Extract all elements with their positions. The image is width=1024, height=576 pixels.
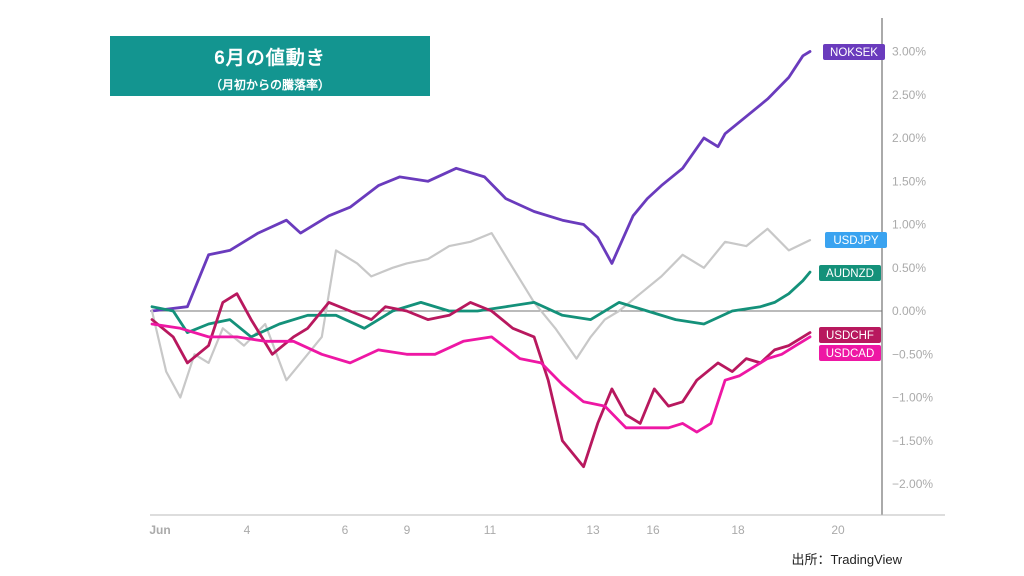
series-line-usdchf bbox=[150, 292, 812, 469]
y-tick-label: 3.00% bbox=[892, 45, 926, 59]
series-tag-noksek bbox=[823, 44, 885, 60]
x-tick-label: 11 bbox=[484, 523, 497, 537]
y-tick-label: −2.00% bbox=[892, 477, 933, 491]
y-tick-label: −0.50% bbox=[892, 347, 933, 361]
source-note: 出所：TradingView bbox=[791, 552, 902, 567]
y-tick-label: −1.50% bbox=[892, 434, 933, 448]
x-tick-label: 16 bbox=[646, 523, 660, 537]
series-tag-usdcad bbox=[819, 345, 881, 361]
series-label-usdchf: USDCHF bbox=[826, 330, 874, 342]
chart-subtitle: （月初からの騰落率） bbox=[209, 78, 330, 92]
x-tick-label: 9 bbox=[404, 523, 411, 537]
y-tick-label: 1.00% bbox=[892, 218, 926, 232]
x-tick-label: 20 bbox=[831, 523, 845, 537]
series-line-usdjpy bbox=[150, 227, 812, 399]
series-line-usdcad bbox=[150, 322, 812, 434]
x-tick-label: 13 bbox=[586, 523, 600, 537]
series-label-usdjpy: USDJPY bbox=[833, 235, 879, 247]
chart-title: 6月の値動き bbox=[214, 48, 326, 69]
series-line-audnzd bbox=[150, 270, 812, 339]
x-tick-label: 4 bbox=[244, 523, 251, 537]
y-tick-label: 2.50% bbox=[892, 88, 926, 102]
series-tag-usdjpy bbox=[825, 232, 887, 248]
series-label-usdcad: USDCAD bbox=[826, 348, 875, 360]
chart-title-box: 6月の値動き （月初からの騰落率） bbox=[110, 36, 430, 96]
x-tick-label: Jun bbox=[149, 523, 170, 537]
y-tick-label: 0.50% bbox=[892, 261, 926, 275]
series-tag-usdchf bbox=[819, 327, 881, 343]
series-label-audnzd: AUDNZD bbox=[826, 268, 874, 280]
series-tag-audnzd bbox=[819, 265, 881, 281]
x-tick-label: 6 bbox=[342, 523, 349, 537]
y-tick-label: 0.00% bbox=[892, 304, 926, 318]
series-line-noksek bbox=[150, 50, 812, 313]
y-tick-label: −1.00% bbox=[892, 391, 933, 405]
x-tick-label: 18 bbox=[731, 523, 745, 537]
series-label-noksek: NOKSEK bbox=[830, 47, 878, 59]
y-tick-label: 1.50% bbox=[892, 174, 926, 188]
y-tick-label: 2.00% bbox=[892, 131, 926, 145]
